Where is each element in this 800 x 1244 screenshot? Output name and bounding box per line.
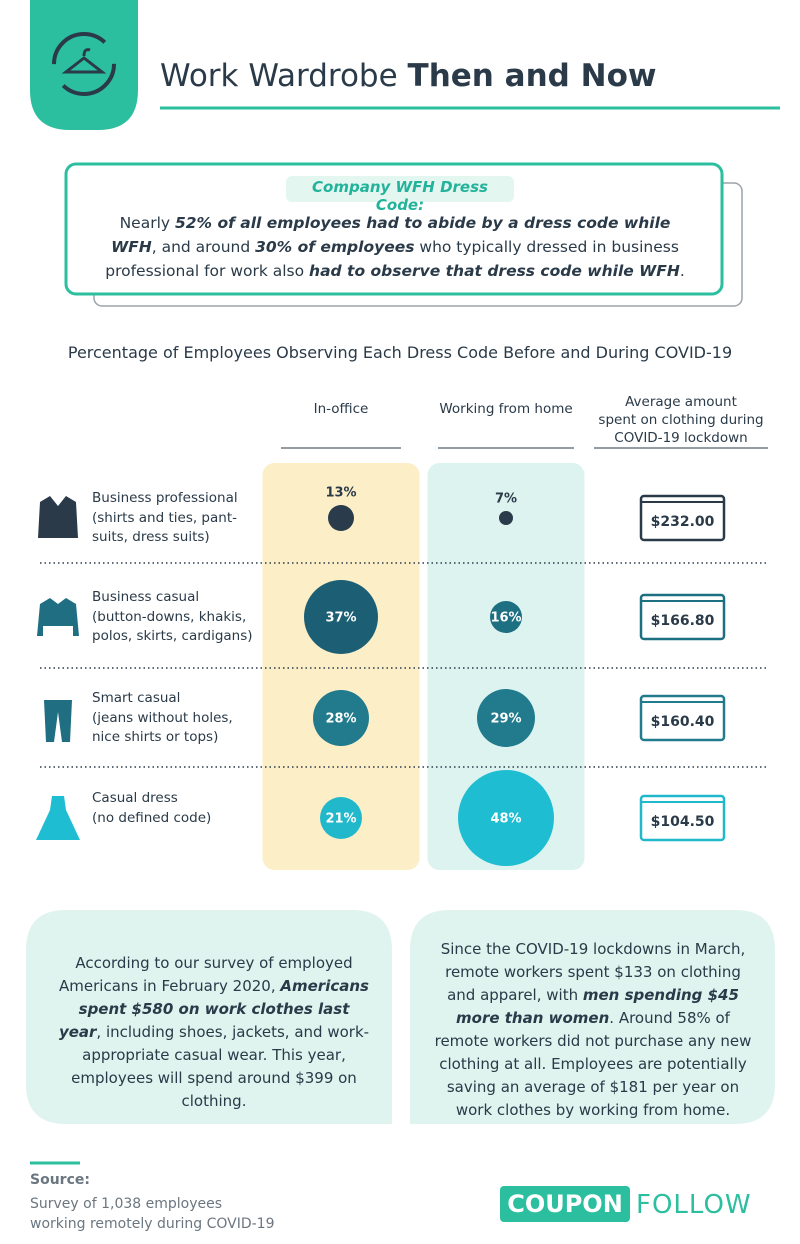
value-label: 29% <box>490 712 521 727</box>
price-label: $166.80 <box>651 613 715 629</box>
row-label: Business casual (button-downs, khakis, p… <box>92 589 253 644</box>
row-label: Smart casual (jeans without holes, nice … <box>92 690 233 745</box>
clothing-icon <box>38 496 78 538</box>
title-light: Work Wardrobe <box>160 58 398 94</box>
price-box <box>639 593 726 641</box>
price-label: $104.50 <box>651 814 715 830</box>
callout-heading: Company WFH Dress Code: <box>312 178 488 214</box>
price-box <box>639 494 726 542</box>
value-label: 21% <box>325 812 356 827</box>
price-label: $232.00 <box>651 514 715 530</box>
text-segment: Nearly <box>119 214 175 232</box>
text-segment: who typically dressed in business profes… <box>105 238 679 280</box>
bubble <box>328 505 354 531</box>
row-label: Business professional (shirts and ties, … <box>92 490 238 545</box>
price-box <box>639 794 726 842</box>
text-segment: , including shoes, jackets, and work-app… <box>71 1023 370 1110</box>
text-segment: According to our survey of employed Amer… <box>59 954 353 995</box>
value-label: 13% <box>325 486 356 501</box>
panel-text: According to our survey of employed Amer… <box>56 952 372 1113</box>
header-badge <box>30 0 138 130</box>
text-segment: . Around 58% of remote workers did not p… <box>434 1009 752 1119</box>
logo-left: COUPON <box>507 1190 623 1218</box>
column-header: Average amount spent on clothing during … <box>598 394 764 446</box>
source-text: Survey of 1,038 employees working remote… <box>30 1196 275 1232</box>
title-bold: Then and Now <box>407 58 657 94</box>
bubble <box>499 511 513 525</box>
row-label: Casual dress (no defined code) <box>92 790 212 826</box>
bubble <box>313 690 369 746</box>
value-label: 28% <box>325 712 356 727</box>
hanger-icon <box>61 48 107 74</box>
emphasis-text: Americans spent $580 on work clothes las… <box>58 977 369 1041</box>
clothing-icon <box>37 598 79 636</box>
panel-bg <box>410 910 775 1124</box>
bubble <box>490 601 522 633</box>
emphasis-text: 52% of all employees had to abide by a d… <box>111 214 671 256</box>
logo-right: FOLLOW <box>636 1190 752 1220</box>
bubble <box>458 770 554 866</box>
logo-box <box>500 1186 630 1222</box>
text-segment: , and around <box>151 238 256 256</box>
price-label: $160.40 <box>651 714 715 730</box>
value-label: 16% <box>490 611 521 626</box>
bubble <box>320 797 362 839</box>
value-label: 37% <box>325 611 356 626</box>
callout-box <box>64 162 724 296</box>
source-label: Source: <box>30 1172 90 1188</box>
emphasis-text: men spending $45 more than women <box>456 986 739 1027</box>
column-header: Working from home <box>439 401 573 417</box>
clothing-icon <box>36 796 80 840</box>
bubble <box>304 580 378 654</box>
price-box <box>639 694 726 742</box>
value-label: 7% <box>495 492 517 507</box>
value-label: 48% <box>490 812 521 827</box>
emphasis-text: had to observe that dress code while WFH <box>309 262 680 280</box>
title: Work Wardrobe Then and Now <box>160 58 657 94</box>
callout-text: Nearly 52% of all employees had to abide… <box>100 211 690 283</box>
refresh-icon <box>52 32 116 96</box>
callout-heading-bg <box>286 176 514 202</box>
column-header: In-office <box>313 401 369 417</box>
clothing-icon <box>44 700 72 742</box>
emphasis-text: 30% of employees <box>255 238 415 256</box>
text-segment: . <box>679 262 685 280</box>
chart-title: Percentage of Employees Observing Each D… <box>67 343 733 362</box>
panel-bg <box>26 910 392 1124</box>
panel-text: Since the COVID-19 lockdowns in March, r… <box>432 938 754 1122</box>
column-bg <box>427 463 585 870</box>
column-bg <box>262 463 420 870</box>
text-segment: Since the COVID-19 lockdowns in March, r… <box>440 940 746 1004</box>
bubble <box>477 689 535 747</box>
